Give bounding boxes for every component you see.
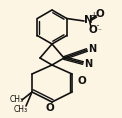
Text: O: O — [96, 9, 104, 19]
Text: ⁻: ⁻ — [97, 27, 101, 36]
Text: O: O — [89, 25, 97, 35]
Text: CH₃: CH₃ — [14, 105, 28, 114]
Text: N: N — [84, 59, 92, 69]
Text: O: O — [46, 103, 54, 113]
Text: ·: · — [96, 21, 100, 34]
Text: N: N — [84, 15, 92, 25]
Text: N: N — [88, 44, 96, 54]
Text: O: O — [78, 76, 86, 86]
Text: +: + — [90, 11, 96, 21]
Text: CH₃: CH₃ — [10, 95, 24, 105]
